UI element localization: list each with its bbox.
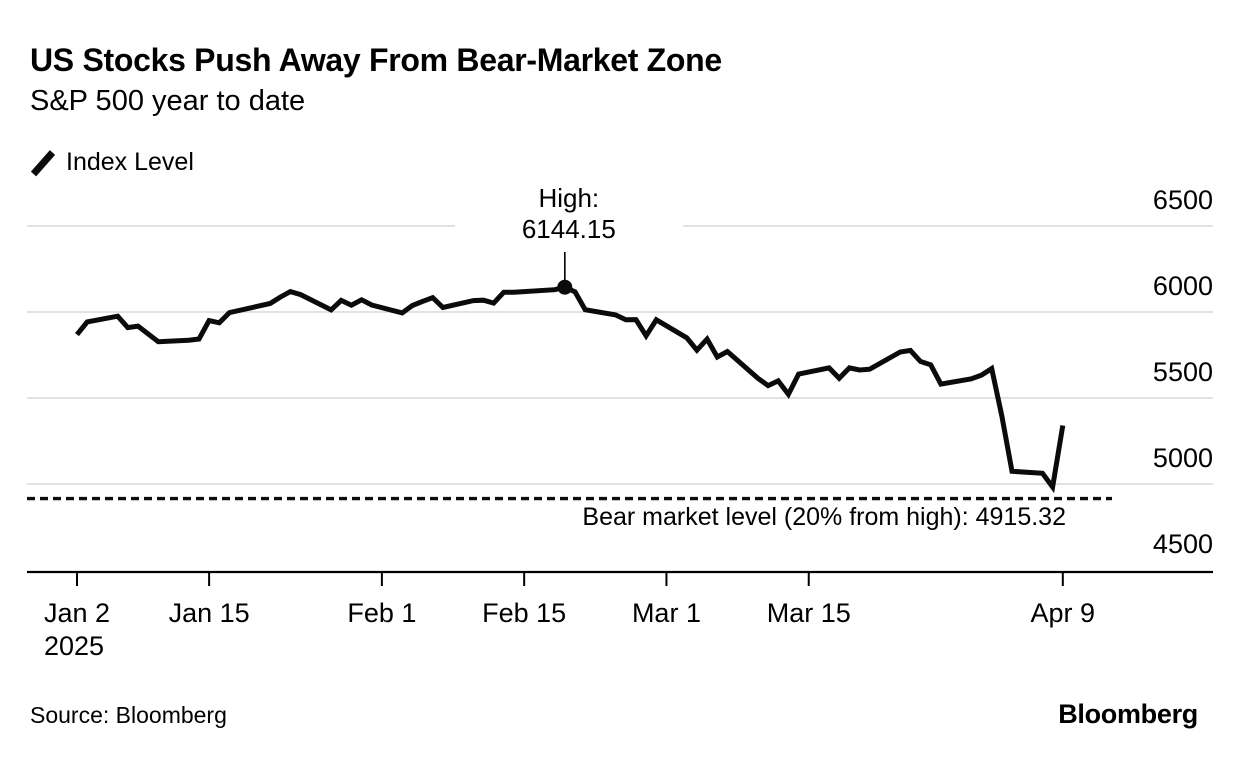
x-axis-label: Mar 15 <box>766 598 851 628</box>
y-axis-label: 4500 <box>1152 529 1213 559</box>
x-axis-label: Feb 15 <box>482 598 567 628</box>
high-point-dot <box>557 279 573 295</box>
high-annotation: High: 6144.15 <box>454 183 683 245</box>
high-annotation-value: 6144.15 <box>521 214 616 244</box>
bloomberg-logo: Bloomberg <box>1058 699 1198 729</box>
y-axis-label: 5000 <box>1152 443 1213 473</box>
chart-subtitle: S&P 500 year to date <box>30 85 306 117</box>
x-axis-label-text: Jan 2 2025 <box>43 598 111 661</box>
y-axis-label: 6000 <box>1152 271 1213 301</box>
page-title: US Stocks Push Away From Bear-Market Zon… <box>30 42 722 78</box>
source-note: Source: Bloomberg <box>30 702 227 728</box>
index-level-line <box>75 284 1066 494</box>
x-axis-label: Feb 1 <box>347 598 417 628</box>
high-annotation-label: High: <box>538 183 600 213</box>
x-axis-label: Jan 2 2025 <box>0 597 157 663</box>
x-axis-label: Jan 15 <box>168 598 250 628</box>
legend: Index Level <box>30 148 194 177</box>
x-axis-label: Mar 1 <box>631 598 701 628</box>
y-axis-label: 5500 <box>1152 357 1213 387</box>
line-series-icon <box>30 149 56 176</box>
legend-label: Index Level <box>66 148 194 176</box>
bear-market-label: Bear market level (20% from high): 4915.… <box>582 503 1066 531</box>
y-axis-label: 6500 <box>1152 185 1213 215</box>
x-axis-label: Apr 9 <box>1030 598 1096 628</box>
x-axis-year-label: 2025 <box>43 631 105 661</box>
